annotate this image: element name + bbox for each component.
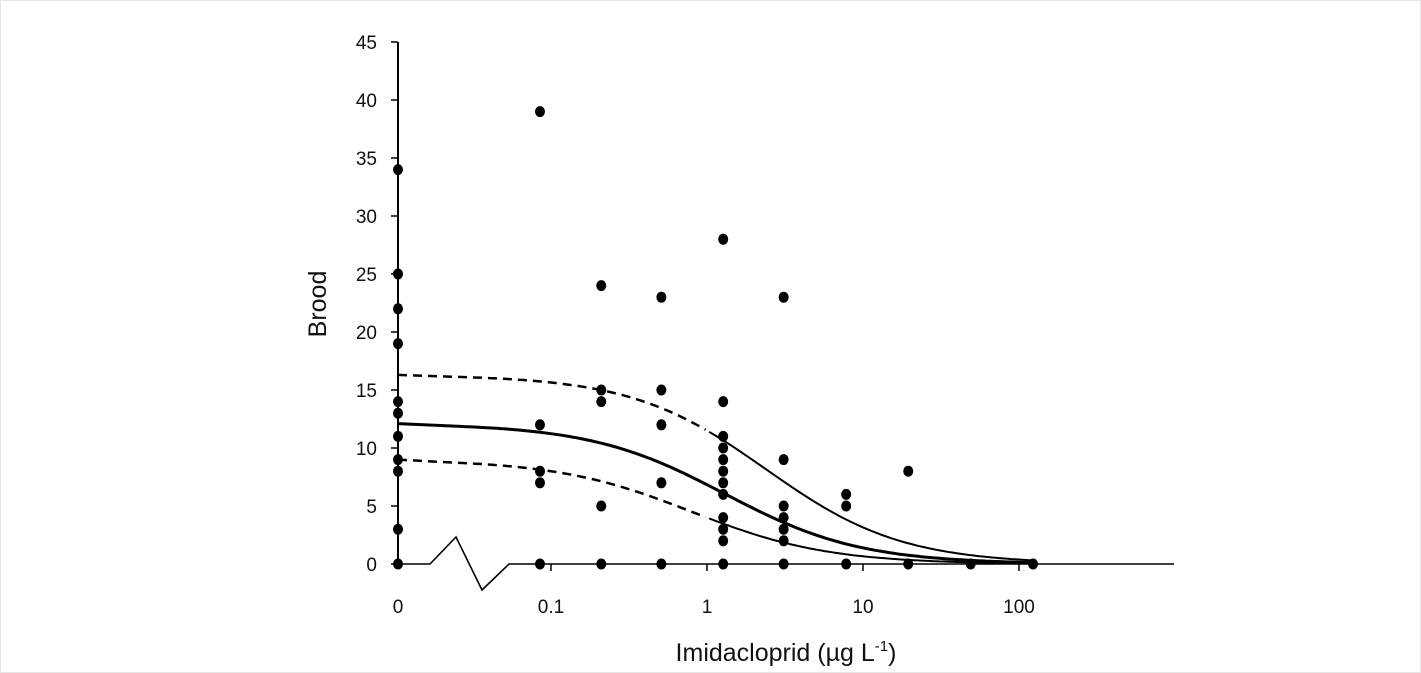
data-point	[393, 268, 403, 280]
data-point	[534, 477, 545, 489]
data-point	[718, 465, 729, 477]
y-axis-title: Brood	[304, 271, 332, 338]
data-point	[656, 477, 667, 489]
data-point	[718, 233, 729, 245]
upper-confidence-bound-solid	[708, 430, 1034, 562]
data-point	[393, 465, 403, 477]
data-point	[718, 558, 729, 570]
x-axis-title: Imidacloprid (µg L-1)	[676, 638, 897, 667]
data-point	[534, 419, 545, 431]
data-point	[534, 106, 545, 118]
data-point	[596, 396, 607, 408]
data-point	[596, 280, 607, 292]
data-points	[393, 106, 1039, 570]
x-ticks: 0 0.1 1 10 100	[393, 564, 1035, 618]
data-point	[656, 384, 667, 396]
x-axis-title-superscript: -1	[875, 638, 888, 655]
fitted-curve-line	[397, 422, 1033, 564]
data-point	[393, 407, 403, 419]
data-point	[393, 558, 403, 570]
data-point	[534, 558, 545, 570]
data-point	[393, 430, 403, 442]
axes: 0 5 10 15 20 25 30 35 40 45 0 0.1 1 10 100	[356, 33, 1174, 618]
data-point	[393, 164, 403, 176]
data-point	[596, 384, 607, 396]
data-point	[393, 396, 403, 408]
data-point	[778, 535, 789, 547]
y-tick-label: 30	[356, 207, 377, 228]
x-tick-label: 0.1	[538, 597, 564, 618]
data-point	[718, 396, 729, 408]
upper-confidence-bound-dashed	[397, 373, 707, 431]
y-ticks: 0 5 10 15 20 25 30 35 40 45	[356, 33, 398, 576]
fitted-curves	[397, 373, 1034, 565]
data-point	[393, 303, 403, 315]
data-point	[393, 523, 403, 535]
y-tick-label: 40	[356, 91, 377, 112]
data-point	[778, 512, 789, 524]
x-axis-title-main: Imidacloprid (µg L	[676, 639, 875, 667]
data-point	[596, 500, 607, 512]
data-point	[718, 488, 729, 500]
data-point	[718, 535, 729, 547]
data-point	[841, 500, 852, 512]
y-tick-label: 10	[356, 439, 377, 460]
y-tick-label: 35	[356, 149, 377, 170]
x-tick-label: 0	[393, 597, 404, 618]
data-point	[778, 454, 789, 466]
data-point	[718, 442, 729, 454]
data-point	[965, 558, 976, 570]
x-tick-label: 100	[1003, 597, 1035, 618]
lower-confidence-bound-dashed	[397, 458, 707, 519]
data-point	[1028, 558, 1039, 570]
data-point	[778, 500, 789, 512]
data-point	[778, 523, 789, 535]
x-axis-title-end: )	[888, 639, 896, 667]
data-point	[841, 558, 852, 570]
data-point	[718, 454, 729, 466]
data-point	[656, 419, 667, 431]
data-point	[841, 488, 852, 500]
data-point	[656, 291, 667, 303]
data-point	[393, 454, 403, 466]
data-point	[534, 465, 545, 477]
data-point	[778, 291, 789, 303]
data-point	[778, 558, 789, 570]
y-tick-label: 15	[356, 381, 377, 402]
data-point	[718, 523, 729, 535]
data-point	[656, 558, 667, 570]
data-point	[718, 512, 729, 524]
y-tick-label: 0	[366, 555, 377, 576]
lower-confidence-bound-solid	[708, 517, 1033, 565]
data-point	[596, 558, 607, 570]
x-axis-line-with-break	[398, 535, 1174, 592]
data-point	[393, 338, 403, 350]
y-tick-label: 45	[356, 33, 377, 54]
x-tick-label: 1	[702, 597, 713, 618]
x-tick-label: 10	[852, 597, 873, 618]
y-tick-label: 20	[356, 323, 377, 344]
data-point	[718, 477, 729, 489]
y-tick-label: 25	[356, 265, 377, 286]
y-tick-label: 5	[366, 497, 377, 518]
data-point	[903, 558, 914, 570]
data-point	[903, 465, 914, 477]
data-point	[718, 430, 729, 442]
